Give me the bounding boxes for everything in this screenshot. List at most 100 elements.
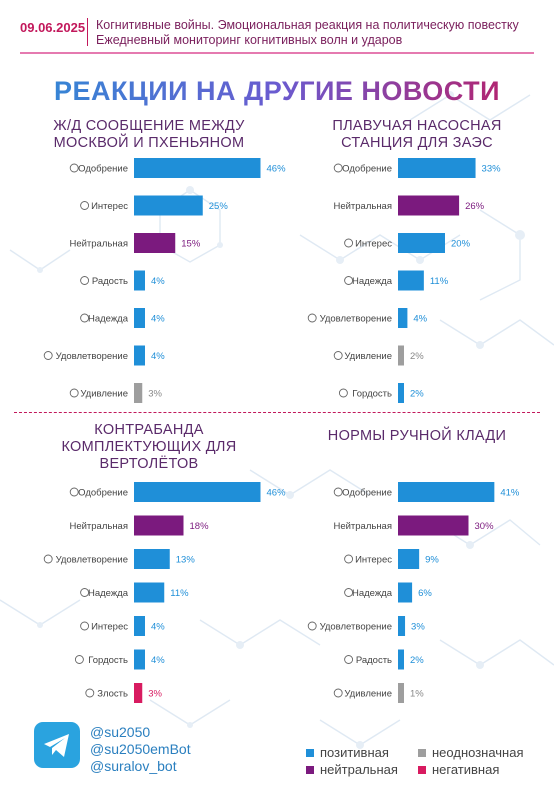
bar xyxy=(134,195,203,216)
chart-title-smuggling: КОНТРАБАНДА КОМПЛЕКТУЮЩИХ ДЛЯ ВЕРТОЛЁТОВ xyxy=(20,422,278,473)
emotion-icon xyxy=(80,276,90,285)
category-label: Удовлетворение xyxy=(56,351,128,362)
header-description: Ежедневный мониторинг когнитивных волн и… xyxy=(96,33,403,47)
bar xyxy=(134,683,143,703)
category-label: Радость xyxy=(356,655,392,666)
section-divider xyxy=(14,412,540,413)
telegram-icon xyxy=(44,734,69,757)
legend-swatch xyxy=(418,765,426,774)
value-label: 4% xyxy=(151,622,165,633)
emotion-icon xyxy=(43,554,53,564)
emotion-icon xyxy=(333,351,343,360)
value-label: 18% xyxy=(190,521,210,532)
emotion-icon xyxy=(85,688,95,698)
legend-item-neutral: нейтральная xyxy=(306,762,398,777)
category-label: Одобрение xyxy=(78,164,128,175)
bar xyxy=(398,649,404,670)
category-label: Удовлетворение xyxy=(56,555,128,566)
report-date: 09.06.2025 xyxy=(20,20,86,35)
category-label: Одобрение xyxy=(78,488,128,499)
bar xyxy=(398,515,469,536)
legend-label: нейтральная xyxy=(320,762,398,777)
chart-title-luggage: НОРМЫ РУЧНОЙ КЛАДИ xyxy=(288,428,546,445)
value-label: 2% xyxy=(410,389,424,400)
chart-title-line: МОСКВОЙ И ПХЕНЬЯНОМ xyxy=(53,135,245,151)
bar xyxy=(134,270,145,291)
legend-item-ambiguous: неоднозначная xyxy=(418,745,524,760)
bar xyxy=(134,233,176,253)
bar xyxy=(134,345,145,366)
emotion-icon xyxy=(69,487,79,497)
legend-swatch xyxy=(418,748,426,757)
value-label: 15% xyxy=(181,239,201,250)
category-label: Интерес xyxy=(355,555,392,566)
category-label: Удивление xyxy=(344,689,392,700)
value-label: 25% xyxy=(209,201,229,212)
contact-handle[interactable]: @suralov_bot xyxy=(90,758,177,774)
chart-title-line: КОНТРАБАНДА xyxy=(94,422,204,438)
legend-item-negative: негативная xyxy=(418,762,499,777)
emotion-icon xyxy=(333,688,343,698)
emotion-icon xyxy=(80,201,90,210)
contact-handle[interactable]: @su2050 xyxy=(90,724,151,740)
category-label: Интерес xyxy=(355,239,392,250)
bar xyxy=(134,158,261,178)
legend-label: неоднозначная xyxy=(432,745,524,760)
category-label: Одобрение xyxy=(342,488,392,499)
emotion-icon xyxy=(344,554,354,564)
legend-label: позитивная xyxy=(320,745,389,760)
bar xyxy=(398,345,404,366)
bar xyxy=(398,616,406,636)
chart-title-line: КОМПЛЕКТУЮЩИХ ДЛЯ xyxy=(61,439,237,455)
emotion-icon xyxy=(344,588,354,597)
emotion-icon xyxy=(333,163,343,173)
value-label: 4% xyxy=(151,314,165,325)
chart-title-rail: Ж/Д СООБЩЕНИЕ МЕЖДУ МОСКВОЙ И ПХЕНЬЯНОМ xyxy=(20,118,278,152)
bar xyxy=(398,195,460,216)
value-label: 33% xyxy=(482,164,502,175)
value-label: 2% xyxy=(410,351,424,362)
value-label: 3% xyxy=(411,622,425,633)
emotion-icon xyxy=(344,276,354,285)
value-label: 4% xyxy=(151,351,165,362)
emotion-icon xyxy=(344,238,354,248)
category-label: Нейтральная xyxy=(69,239,128,250)
bar xyxy=(134,383,143,403)
legend-swatch xyxy=(306,765,314,774)
category-label: Надежда xyxy=(352,276,393,287)
category-label: Надежда xyxy=(88,588,129,599)
value-label: 1% xyxy=(410,689,424,700)
emotion-icon xyxy=(333,487,343,497)
value-label: 9% xyxy=(425,555,439,566)
value-label: 46% xyxy=(267,488,287,499)
header-subtitle: Когнитивные войны. Эмоциональная реакция… xyxy=(96,18,519,32)
bar xyxy=(398,683,404,703)
bar xyxy=(398,383,404,403)
value-label: 11% xyxy=(170,588,189,599)
chart-title-line: Ж/Д СООБЩЕНИЕ МЕЖДУ xyxy=(53,118,245,134)
value-label: 3% xyxy=(148,689,162,700)
bar xyxy=(134,582,165,603)
category-label: Интерес xyxy=(91,622,128,633)
chart-panel-2: Одобрение 46% Нейтральная 18% Удовлетворение… xyxy=(43,482,287,703)
emotion-icon xyxy=(43,351,53,360)
value-label: 4% xyxy=(151,276,165,287)
chart-title-line: ВЕРТОЛЁТОВ xyxy=(99,456,199,472)
bar xyxy=(134,482,261,502)
emotion-icon xyxy=(80,588,90,597)
emotion-icon xyxy=(307,621,317,631)
value-label: 13% xyxy=(176,555,196,566)
bar xyxy=(398,270,424,291)
chart-panel-3: Одобрение 41% Нейтральная 30% Интерес 9% Надеж… xyxy=(307,482,520,703)
contact-handle[interactable]: @su2050emBot xyxy=(90,741,191,757)
emotion-icon xyxy=(307,313,317,323)
chart-panel-0: Одобрение 46% Интерес 25% Нейтральная 15% Радо… xyxy=(43,158,286,403)
value-label: 26% xyxy=(465,201,485,212)
chart-title-pump: ПЛАВУЧАЯ НАСОСНАЯ СТАНЦИЯ ДЛЯ ЗАЭС xyxy=(288,118,546,152)
legend-label: негативная xyxy=(432,762,500,777)
category-label: Удовлетворение xyxy=(320,622,392,633)
category-label: Удивление xyxy=(80,389,128,400)
emotion-icon xyxy=(344,655,354,664)
